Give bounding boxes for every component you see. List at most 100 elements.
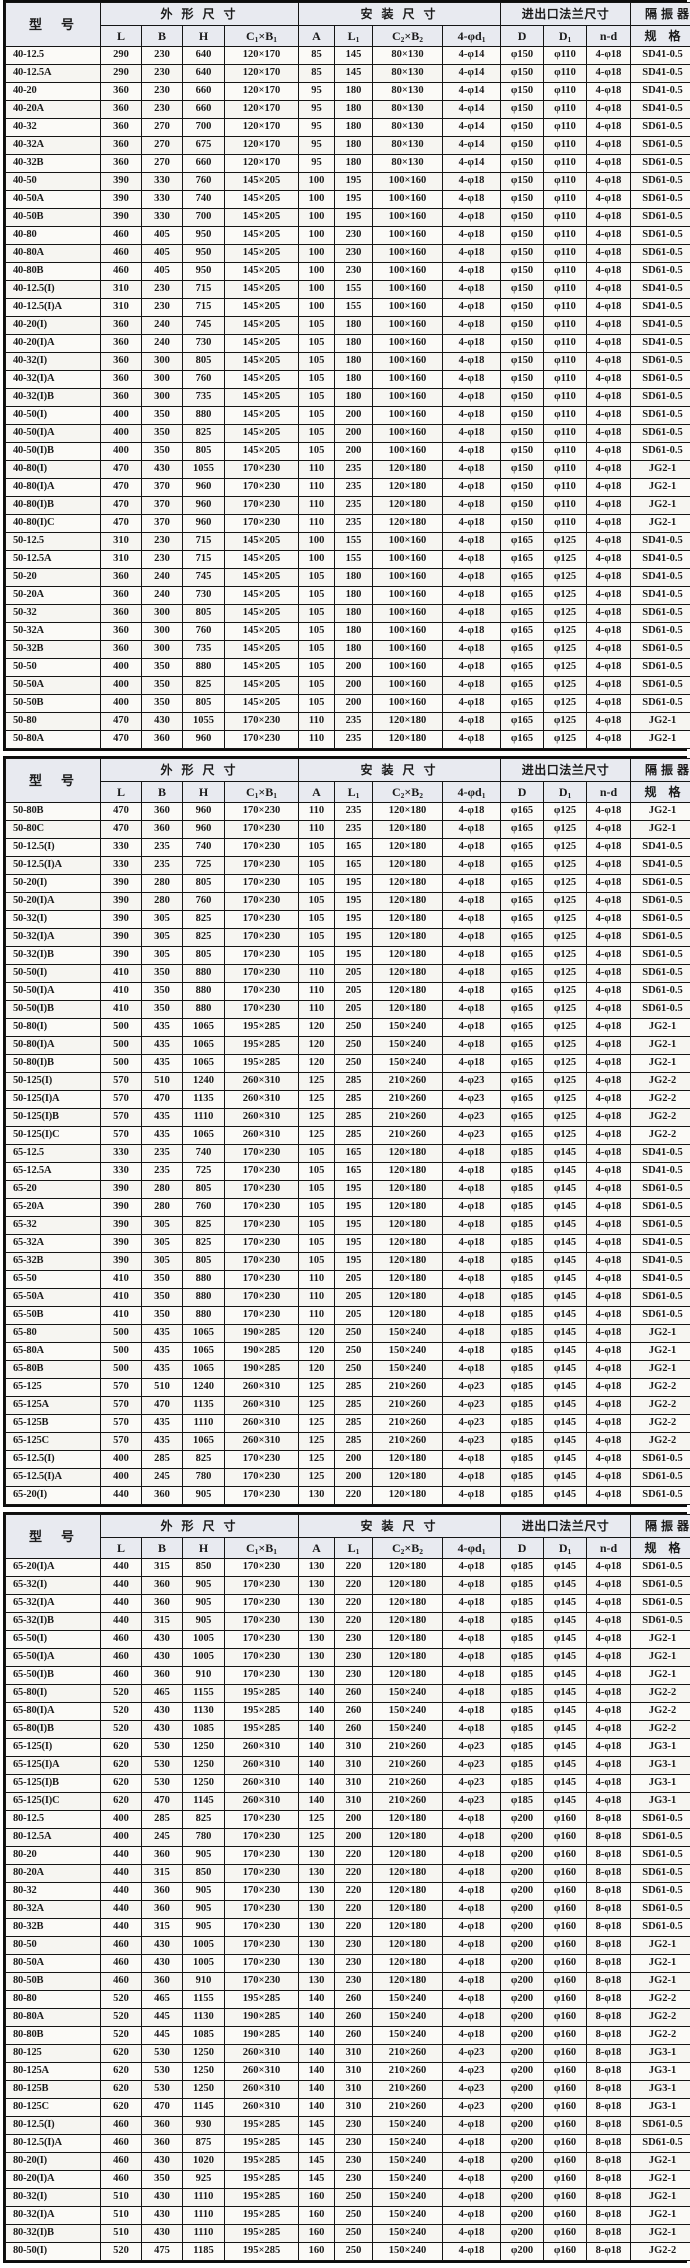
table-row[interactable]: 80-32(I)A5104301110195×285160250150×2404…	[6, 2207, 690, 2225]
table-row[interactable]: 50-80(I)A5004351065195×285120250150×2404…	[6, 1037, 690, 1055]
table-row[interactable]: 50-20360240745145×205105180100×1604-φ18φ…	[6, 569, 690, 587]
table-row[interactable]: 50-125(I)B5704351110260×310125285210×260…	[6, 1109, 690, 1127]
table-row[interactable]: 40-32360270700120×1709518080×1304-φ14φ15…	[6, 119, 690, 137]
table-row[interactable]: 80-32A440360905170×230130220120×1804-φ18…	[6, 1901, 690, 1919]
table-row[interactable]: 40-80(I)C470370960170×230110235120×1804-…	[6, 515, 690, 533]
table-row[interactable]: 65-50(I)B460360910170×230130230120×1804-…	[6, 1667, 690, 1685]
table-row[interactable]: 40-20(I)A360240730145×205105180100×1604-…	[6, 335, 690, 353]
table-row[interactable]: 65-80(I)A5204301130195×285140260150×2404…	[6, 1703, 690, 1721]
table-row[interactable]: 50-20A360240730145×205105180100×1604-φ18…	[6, 587, 690, 605]
table-row[interactable]: 65-50B410350880170×230110205120×1804-φ18…	[6, 1307, 690, 1325]
table-row[interactable]: 40-20A360230660120×1709518080×1304-φ14φ1…	[6, 101, 690, 119]
table-row[interactable]: 65-125B5704351110260×310125285210×2604-φ…	[6, 1415, 690, 1433]
table-row[interactable]: 65-125C5704351065260×310125285210×2604-φ…	[6, 1433, 690, 1451]
table-row[interactable]: 40-80(I)4704301055170×230110235120×1804-…	[6, 461, 690, 479]
table-row[interactable]: 50-12.5(I)A330235725170×230105165120×180…	[6, 857, 690, 875]
table-row[interactable]: 50-50B400350805145×205105200100×1604-φ18…	[6, 695, 690, 713]
table-row[interactable]: 40-32(I)A360300760145×205105180100×1604-…	[6, 371, 690, 389]
table-row[interactable]: 50-50(I)B410350880170×230110205120×1804-…	[6, 1001, 690, 1019]
table-row[interactable]: 65-32(I)A440360905170×230130220120×1804-…	[6, 1595, 690, 1613]
table-row[interactable]: 50-80(I)B5004351065195×285120250150×2404…	[6, 1055, 690, 1073]
table-row[interactable]: 40-50A390330740145×205100195100×1604-φ18…	[6, 191, 690, 209]
table-row[interactable]: 50-32360300805145×205105180100×1604-φ18φ…	[6, 605, 690, 623]
table-row[interactable]: 80-12.5(I)460360930195×285145230150×2404…	[6, 2117, 690, 2135]
table-row[interactable]: 80-80B5204451085190×285140260150×2404-φ1…	[6, 2027, 690, 2045]
table-row[interactable]: 80-125B6205301250260×310140310210×2604-φ…	[6, 2081, 690, 2099]
table-row[interactable]: 65-80(I)B5204301085195×285140260150×2404…	[6, 1721, 690, 1739]
table-row[interactable]: 65-12.5(I)400285825170×230125200120×1804…	[6, 1451, 690, 1469]
table-row[interactable]: 40-80B460405950145×205100230100×1604-φ18…	[6, 263, 690, 281]
table-row[interactable]: 50-50A400350825145×205105200100×1604-φ18…	[6, 677, 690, 695]
table-row[interactable]: 50-20(I)390280805170×230105195120×1804-φ…	[6, 875, 690, 893]
table-row[interactable]: 50-12.5A310230715145×205100155100×1604-φ…	[6, 551, 690, 569]
table-row[interactable]: 40-20(I)360240745145×205105180100×1604-φ…	[6, 317, 690, 335]
table-row[interactable]: 65-12.5(I)A400245780170×230125200120×180…	[6, 1469, 690, 1487]
table-row[interactable]: 65-80B5004351065190×285120250150×2404-φ1…	[6, 1361, 690, 1379]
table-row[interactable]: 40-50(I)A400350825145×205105200100×1604-…	[6, 425, 690, 443]
table-row[interactable]: 40-80A460405950145×205100230100×1604-φ18…	[6, 245, 690, 263]
table-row[interactable]: 65-125A5704701135260×310125285210×2604-φ…	[6, 1397, 690, 1415]
table-row[interactable]: 65-1255705101240260×310125285210×2604-φ2…	[6, 1379, 690, 1397]
table-row[interactable]: 80-80A5204451130190×285140260150×2404-φ1…	[6, 2009, 690, 2027]
table-row[interactable]: 80-20(I)A460350925195×285145230150×2404-…	[6, 2171, 690, 2189]
table-row[interactable]: 50-125(I)A5704701135260×310125285210×260…	[6, 1091, 690, 1109]
table-row[interactable]: 65-20A390280760170×230105195120×1804-φ18…	[6, 1199, 690, 1217]
table-row[interactable]: 65-125(I)A6205301250260×310140310210×260…	[6, 1757, 690, 1775]
table-row[interactable]: 65-32(I)B440315905170×230130220120×1804-…	[6, 1613, 690, 1631]
table-row[interactable]: 40-12.5(I)310230715145×205100155100×1604…	[6, 281, 690, 299]
table-row[interactable]: 65-125(I)6205301250260×310140310210×2604…	[6, 1739, 690, 1757]
table-row[interactable]: 40-50(I)400350880145×205105200100×1604-φ…	[6, 407, 690, 425]
table-row[interactable]: 65-12.5A330235725170×230105165120×1804-φ…	[6, 1163, 690, 1181]
table-row[interactable]: 65-32A390305825170×230105195120×1804-φ18…	[6, 1235, 690, 1253]
table-row[interactable]: 65-50(I)4604301005170×230130230120×1804-…	[6, 1631, 690, 1649]
table-row[interactable]: 50-50400350880145×205105200100×1604-φ18φ…	[6, 659, 690, 677]
table-row[interactable]: 50-80B470360960170×230110235120×1804-φ18…	[6, 803, 690, 821]
table-row[interactable]: 80-32B440315905170×230130220120×1804-φ18…	[6, 1919, 690, 1937]
table-row[interactable]: 50-80A470360960170×230110235120×1804-φ18…	[6, 731, 690, 749]
table-row[interactable]: 65-12.5330235740170×230105165120×1804-φ1…	[6, 1145, 690, 1163]
table-row[interactable]: 50-50(I)410350880170×230110205120×1804-φ…	[6, 965, 690, 983]
table-row[interactable]: 80-20A440315850170×230130220120×1804-φ18…	[6, 1865, 690, 1883]
table-row[interactable]: 40-80(I)A470370960170×230110235120×1804-…	[6, 479, 690, 497]
table-row[interactable]: 40-12.5A290230640120×1708514580×1304-φ14…	[6, 65, 690, 83]
table-row[interactable]: 65-125(I)C6204701145260×310140310210×260…	[6, 1793, 690, 1811]
table-row[interactable]: 40-32B360270660120×1709518080×1304-φ14φ1…	[6, 155, 690, 173]
table-row[interactable]: 50-20(I)A390280760170×230105195120×1804-…	[6, 893, 690, 911]
table-row[interactable]: 65-32390305825170×230105195120×1804-φ18φ…	[6, 1217, 690, 1235]
table-row[interactable]: 40-50(I)B400350805145×205105200100×1604-…	[6, 443, 690, 461]
table-row[interactable]: 50-32B360300735145×205105180100×1604-φ18…	[6, 641, 690, 659]
table-row[interactable]: 50-32(I)A390305825170×230105195120×1804-…	[6, 929, 690, 947]
table-row[interactable]: 40-80460405950145×205100230100×1604-φ18φ…	[6, 227, 690, 245]
table-row[interactable]: 65-20(I)A440315850170×230130220120×1804-…	[6, 1559, 690, 1577]
table-row[interactable]: 50-12.5310230715145×205100155100×1604-φ1…	[6, 533, 690, 551]
table-row[interactable]: 80-12.5(I)A460360875195×285145230150×240…	[6, 2135, 690, 2153]
table-row[interactable]: 65-125(I)B6205301250260×310140310210×260…	[6, 1775, 690, 1793]
table-row[interactable]: 50-32A360300760145×205105180100×1604-φ18…	[6, 623, 690, 641]
table-row[interactable]: 80-805204651155195×285140260150×2404-φ18…	[6, 1991, 690, 2009]
table-row[interactable]: 80-50B460360910170×230130230120×1804-φ18…	[6, 1973, 690, 1991]
table-row[interactable]: 40-12.5290230640120×1708514580×1304-φ14φ…	[6, 47, 690, 65]
table-row[interactable]: 65-80A5004351065190×285120250150×2404-φ1…	[6, 1343, 690, 1361]
table-row[interactable]: 50-50(I)A410350880170×230110205120×1804-…	[6, 983, 690, 1001]
table-row[interactable]: 40-20360230660120×1709518080×1304-φ14φ15…	[6, 83, 690, 101]
table-row[interactable]: 40-32A360270675120×1709518080×1304-φ14φ1…	[6, 137, 690, 155]
table-row[interactable]: 80-20(I)4604301020195×285145230150×2404-…	[6, 2153, 690, 2171]
table-row[interactable]: 65-50410350880170×230110205120×1804-φ18φ…	[6, 1271, 690, 1289]
table-row[interactable]: 50-32(I)390305825170×230105195120×1804-φ…	[6, 911, 690, 929]
table-row[interactable]: 65-805004351065190×285120250150×2404-φ18…	[6, 1325, 690, 1343]
table-row[interactable]: 50-80C470360960170×230110235120×1804-φ18…	[6, 821, 690, 839]
table-row[interactable]: 40-32(I)360300805145×205105180100×1604-φ…	[6, 353, 690, 371]
table-row[interactable]: 65-20390280805170×230105195120×1804-φ18φ…	[6, 1181, 690, 1199]
table-row[interactable]: 80-32(I)5104301110195×285160250150×2404-…	[6, 2189, 690, 2207]
table-row[interactable]: 65-20(I)440360905170×230130220120×1804-φ…	[6, 1487, 690, 1505]
table-row[interactable]: 50-804704301055170×230110235120×1804-φ18…	[6, 713, 690, 731]
table-row[interactable]: 80-32(I)B5104301110195×285160250150×2404…	[6, 2225, 690, 2243]
table-row[interactable]: 65-50A410350880170×230110205120×1804-φ18…	[6, 1289, 690, 1307]
table-row[interactable]: 40-32(I)B360300735145×205105180100×1604-…	[6, 389, 690, 407]
table-row[interactable]: 40-80(I)B470370960170×230110235120×1804-…	[6, 497, 690, 515]
table-row[interactable]: 80-20440360905170×230130220120×1804-φ18φ…	[6, 1847, 690, 1865]
table-row[interactable]: 50-32(I)B390305805170×230105195120×1804-…	[6, 947, 690, 965]
table-row[interactable]: 65-80(I)5204651155195×285140260150×2404-…	[6, 1685, 690, 1703]
table-row[interactable]: 80-1256205301250260×310140310210×2604-φ2…	[6, 2045, 690, 2063]
table-row[interactable]: 80-125C6204701145260×310140310210×2604-φ…	[6, 2099, 690, 2117]
